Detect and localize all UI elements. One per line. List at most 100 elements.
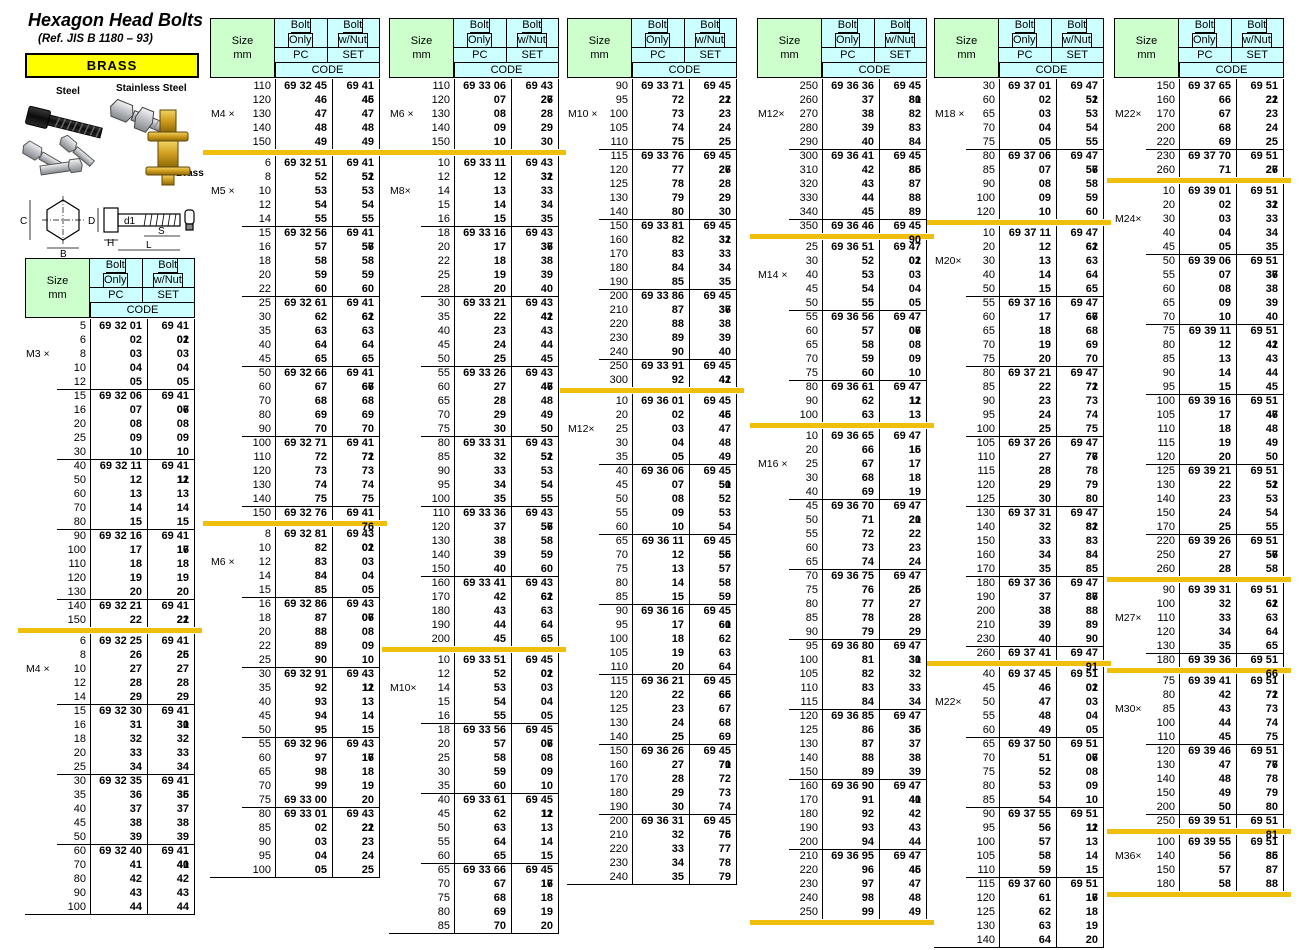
set-code-cell: 69 41 35	[147, 774, 195, 801]
size-cell: 140	[1156, 493, 1175, 505]
set-code-cell: 67	[1056, 310, 1104, 324]
set-code-cell: 34	[147, 760, 195, 774]
pc-code-cell: 98	[275, 765, 332, 779]
pc-code-cell: 13	[999, 254, 1056, 268]
pc-code-cell: 96	[822, 863, 879, 877]
table-row: 80 77 27	[757, 597, 927, 611]
pc-code-cell: 87	[632, 303, 689, 317]
table-row: 230 89 39	[567, 331, 737, 345]
size-cell: 110	[610, 661, 628, 673]
pc-code-cell: 69 36 51	[822, 240, 879, 254]
size-cell: 40	[73, 460, 86, 472]
set-code-cell: 69 43 41	[511, 296, 559, 323]
size-prefix	[934, 807, 966, 821]
pc-code-cell: 34	[999, 548, 1056, 562]
pc-code-cell: 70	[275, 422, 332, 436]
size-prefix	[567, 408, 599, 422]
size-cell: 15	[73, 705, 86, 717]
size-cell: 200	[976, 605, 995, 617]
size-prefix	[25, 543, 57, 557]
set-code-cell: 69 43 36	[511, 226, 559, 253]
pc-code-cell: 69 32 06	[90, 389, 147, 403]
size-cell: 10	[437, 654, 450, 666]
size-section: 10 69 37 11 69 47 61 20 12 62 M20× 30 13 63 40 14 64…	[934, 226, 1104, 673]
size-cell: 50	[258, 724, 271, 736]
size-cell: 150	[1156, 787, 1175, 799]
size-cell: 90	[615, 605, 628, 617]
set-code-cell: 69 41 06	[147, 389, 195, 416]
pc-code-cell: 04	[999, 121, 1056, 135]
size-cell: 130	[67, 586, 86, 598]
size-cell: 30	[73, 775, 86, 787]
size-cell: 85	[1162, 703, 1175, 715]
size-cell: 35	[615, 451, 628, 463]
row-block: 65 69 33 66 69 45 16 70 67 17 75 68 18 80 69 19 85 70…	[389, 863, 559, 933]
size-prefix	[567, 317, 599, 331]
set-code-cell: 83	[879, 121, 927, 135]
pc-code-cell: 66	[822, 443, 879, 457]
size-cell: 190	[431, 619, 450, 631]
size-prefix	[757, 254, 789, 268]
size-prefix	[757, 499, 789, 513]
size-cell: 30	[437, 766, 450, 778]
pc-code-cell: 69 37 65	[1179, 79, 1236, 93]
size-cell: 180	[1156, 654, 1175, 666]
size-cell: 75	[805, 367, 818, 379]
pc-code-cell: 25	[454, 352, 511, 366]
size-cell: 12	[258, 556, 271, 568]
table-header: Size mm Bolt Only Bolt w/Nut PC SET CODE	[210, 18, 380, 78]
set-code-cell: 62	[689, 632, 737, 646]
pc-code-cell: 23	[999, 394, 1056, 408]
size-cell: 230	[1156, 150, 1175, 162]
size-cell: 40	[805, 269, 818, 281]
table-row: 15 54 04	[389, 695, 559, 709]
size-cell: 18	[73, 733, 86, 745]
set-code-cell: 09	[147, 431, 195, 445]
size-cell: 10	[615, 395, 628, 407]
size-header: Size mm	[389, 18, 454, 78]
pc-code-cell: 31	[90, 718, 147, 732]
table-row: 150 49 79	[1114, 786, 1284, 800]
pc-code-cell: 37	[999, 590, 1056, 604]
size-prefix	[567, 177, 599, 191]
set-code-cell: 53	[1236, 492, 1284, 506]
size-prefix	[567, 520, 599, 534]
size-header: Size mm	[25, 258, 90, 318]
pc-code-cell: 46	[275, 93, 332, 107]
set-code-cell: 03	[147, 347, 195, 361]
size-cell: 250	[1156, 549, 1175, 561]
dim-h-label: H	[107, 238, 114, 249]
size-prefix	[25, 319, 57, 333]
size-prefix	[25, 431, 57, 445]
set-header: SET	[683, 48, 737, 63]
set-code-cell: 69 41 30	[147, 704, 195, 731]
size-prefix	[210, 569, 242, 583]
size-prefix	[1114, 653, 1146, 667]
size-prefix	[210, 611, 242, 625]
size-prefix	[567, 576, 599, 590]
size-prefix	[757, 611, 789, 625]
size-prefix	[389, 667, 421, 681]
table-row: 20 66 16	[757, 443, 927, 457]
set-code-cell: 69 47 11	[879, 380, 927, 407]
table-row: 110 72 72	[210, 450, 380, 464]
pc-code-cell: 69 36 65	[822, 429, 879, 443]
row-block: 10 69 33 11 69 43 31 12 12 32 M8× 14 13 33 15 14 34 1…	[389, 156, 559, 226]
size-prefix	[757, 310, 789, 324]
size-cell: 16	[73, 719, 86, 731]
table-row: 70 59 09	[757, 352, 927, 366]
size-prefix	[1114, 338, 1146, 352]
size-cell: 40	[258, 339, 271, 351]
set-code-cell: 22	[879, 527, 927, 541]
size-cell: 260	[976, 647, 995, 659]
set-code-cell: 69 43 31	[511, 156, 559, 183]
pc-code-cell: 77	[632, 163, 689, 177]
table-row: 130 79 29	[567, 191, 737, 205]
pc-code-cell: 33	[632, 842, 689, 856]
size-cell: 50	[258, 367, 271, 379]
pc-code-cell: 69 39 06	[1179, 254, 1236, 268]
set-code-cell: 69 47 86	[1056, 576, 1104, 603]
size-prefix	[757, 695, 789, 709]
size-prefix	[934, 380, 966, 394]
set-code-cell: 69 51 11	[1056, 807, 1104, 834]
